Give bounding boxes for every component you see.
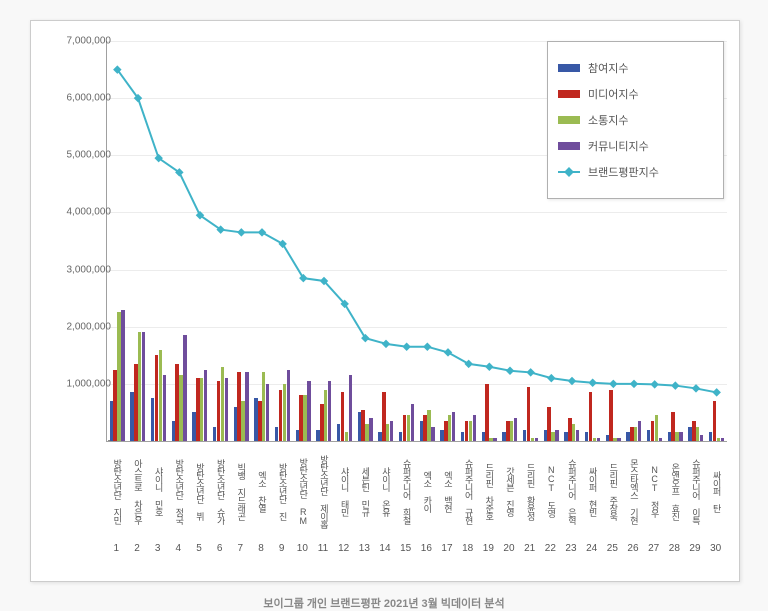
x-label: 샤이니 온유14 bbox=[375, 446, 396, 554]
legend-item: 소통지수 bbox=[558, 112, 713, 128]
x-label: 싸이퍼 현빈24 bbox=[581, 446, 602, 554]
legend-item: 브랜드평판지수 bbox=[558, 164, 713, 180]
x-label: 몬스타엑스 기현26 bbox=[623, 446, 644, 554]
x-label: 온앤오프 효진28 bbox=[664, 446, 685, 554]
x-label: 엑소 카이16 bbox=[416, 446, 437, 554]
x-label: 세븐틴 민규13 bbox=[354, 446, 375, 554]
x-label: 싸이퍼 탄30 bbox=[705, 446, 726, 554]
chart-card: - 1,000,000 2,000,000 3,000,000 4,000,000 5,0… bbox=[30, 20, 740, 582]
x-label: 샤이니 민호3 bbox=[147, 446, 168, 554]
x-label: NCT 도영22 bbox=[540, 446, 561, 554]
x-label: 방탄소년단 뷔5 bbox=[189, 446, 210, 554]
x-label: 방탄소년단 슈가6 bbox=[209, 446, 230, 554]
x-label: 방탄소년단 진9 bbox=[271, 446, 292, 554]
chart-container: - 1,000,000 2,000,000 3,000,000 4,000,000 5,0… bbox=[0, 0, 768, 610]
x-label: 슈퍼주니어 희철15 bbox=[395, 446, 416, 554]
legend-item: 참여지수 bbox=[558, 60, 713, 76]
y-tick-label: 6,000,000 bbox=[41, 93, 111, 104]
x-label: 드리핀 주창욱25 bbox=[602, 446, 623, 554]
x-label: 방탄소년단 지민1 bbox=[106, 446, 127, 554]
x-label: 엑소 백현17 bbox=[437, 446, 458, 554]
chart-caption: 보이그룹 개인 브랜드평판 2021년 3월 빅데이터 분석 bbox=[0, 595, 768, 611]
x-label: 아스트로 차은우2 bbox=[127, 446, 148, 554]
x-label: 슈퍼주니어 이특29 bbox=[685, 446, 706, 554]
legend-item: 미디어지수 bbox=[558, 86, 713, 102]
legend-item: 커뮤니티지수 bbox=[558, 138, 713, 154]
y-tick-label: 2,000,000 bbox=[41, 321, 111, 332]
y-tick-label: 3,000,000 bbox=[41, 264, 111, 275]
x-label: 빅뱅 지드래곤7 bbox=[230, 446, 251, 554]
y-tick-label: 1,000,000 bbox=[41, 378, 111, 389]
y-tick-label: 5,000,000 bbox=[41, 150, 111, 161]
legend: 참여지수미디어지수소통지수커뮤니티지수브랜드평판지수 bbox=[547, 41, 724, 199]
x-label: NCT 정우27 bbox=[643, 446, 664, 554]
x-label: 슈퍼주니어 은혁23 bbox=[561, 446, 582, 554]
x-label: 방탄소년단 정국4 bbox=[168, 446, 189, 554]
y-tick-label: 4,000,000 bbox=[41, 207, 111, 218]
x-label: 드리핀 차준호19 bbox=[478, 446, 499, 554]
y-tick-label: - bbox=[41, 436, 111, 447]
x-label: 드리핀 황윤성21 bbox=[519, 446, 540, 554]
x-label: 방탄소년단 RM10 bbox=[292, 446, 313, 554]
y-tick-label: 7,000,000 bbox=[41, 36, 111, 47]
x-label: 샤이니 태민12 bbox=[333, 446, 354, 554]
x-label: 방탄소년단 제이홉11 bbox=[313, 446, 334, 554]
x-label: 엑소 찬열8 bbox=[251, 446, 272, 554]
x-label: 갓세븐 진영20 bbox=[499, 446, 520, 554]
x-label: 슈퍼주니어 규현18 bbox=[457, 446, 478, 554]
